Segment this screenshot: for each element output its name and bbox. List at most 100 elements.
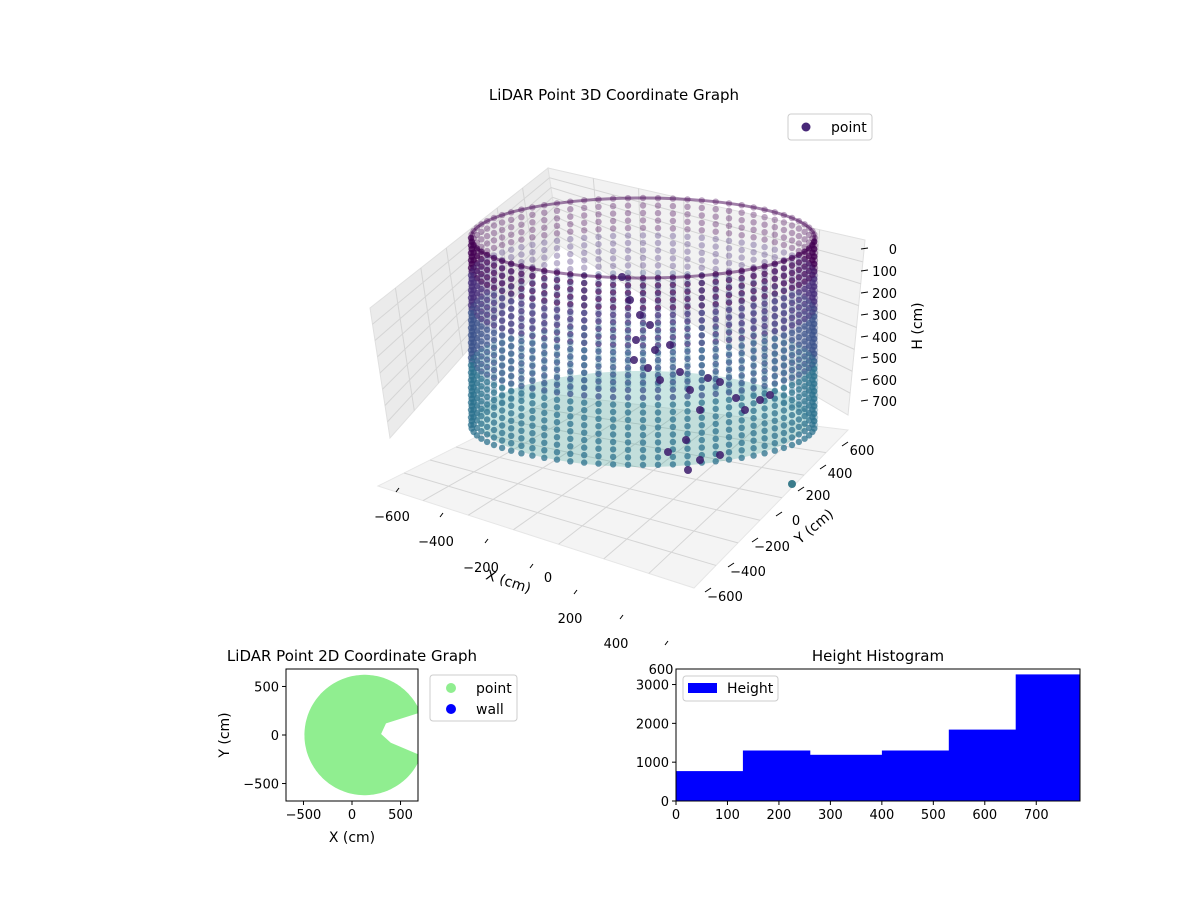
- point-3d: [609, 461, 617, 468]
- point-3d: [518, 270, 525, 277]
- point-3d: [553, 411, 561, 418]
- point-3d: [624, 304, 632, 311]
- point-3d: [529, 362, 536, 370]
- point-3d: [508, 350, 515, 357]
- point-3d: [468, 351, 475, 358]
- point-3d: [595, 325, 602, 333]
- point-3d: [761, 427, 768, 434]
- point-3d: [750, 361, 757, 368]
- point-3d: [567, 325, 574, 333]
- x-tick: [529, 563, 534, 569]
- point-3d: [738, 276, 745, 284]
- point-3d: [712, 443, 719, 450]
- point-3d: [483, 285, 491, 292]
- point-3d: [750, 317, 757, 325]
- point-3d: [780, 280, 788, 287]
- point-3d: [805, 254, 813, 261]
- point-3d: [478, 370, 485, 378]
- point-3d: [669, 360, 677, 367]
- point-3d: [725, 404, 733, 411]
- point-3d: [811, 306, 818, 313]
- point-3d: [490, 352, 498, 359]
- point-3d: [725, 314, 733, 321]
- point-3d: [498, 264, 506, 271]
- point-3d: [595, 340, 602, 348]
- point-3d: [483, 319, 491, 326]
- point-3d: [750, 407, 757, 414]
- point-3d: [809, 414, 816, 422]
- point-3d: [498, 398, 506, 406]
- point-3d: [780, 444, 788, 452]
- point-3d: [805, 402, 813, 409]
- point-3d: [639, 289, 647, 297]
- point-3d: [669, 311, 677, 318]
- point-3d: [684, 340, 691, 348]
- point-3d: [684, 280, 691, 288]
- point-3d: [795, 292, 803, 300]
- point-3d: [669, 225, 677, 232]
- point-3d: [541, 351, 548, 358]
- point-3d: [780, 309, 788, 316]
- point-3d: [761, 311, 768, 318]
- point-3d: [669, 210, 677, 217]
- point-3d: [595, 368, 602, 375]
- point-3d: [595, 233, 602, 240]
- point-3d: [795, 408, 803, 416]
- z-tick: [860, 399, 869, 402]
- point-3d: [541, 417, 548, 424]
- point-3d: [529, 400, 536, 407]
- point-3d: [490, 244, 498, 252]
- point-3d: [761, 229, 768, 236]
- point-3d: [473, 336, 481, 343]
- point-3d: [801, 355, 808, 363]
- point-3d: [712, 265, 719, 273]
- point-3d: [541, 305, 548, 312]
- point-3d: [801, 278, 808, 285]
- point-3d: [771, 224, 778, 231]
- point-3d: [609, 393, 617, 401]
- point-3d: [805, 290, 813, 297]
- point-3d: [761, 258, 768, 266]
- point-3d: [712, 333, 719, 340]
- point-3d: [478, 408, 485, 415]
- point-3d: [529, 301, 536, 308]
- point-3d: [805, 374, 813, 381]
- point-3d: [483, 307, 491, 315]
- point-3d: [468, 343, 475, 350]
- point-3d: [518, 450, 525, 457]
- point-3d: [595, 288, 602, 295]
- point-3d: [780, 346, 788, 353]
- point-3d: [518, 288, 525, 296]
- point-3d: [553, 441, 561, 448]
- point-3d: [467, 339, 475, 346]
- point-3d: [684, 256, 691, 263]
- point-3d: [498, 295, 506, 302]
- point-3d: [581, 317, 588, 324]
- point-3d: [771, 268, 778, 275]
- point-3d: [470, 317, 477, 324]
- point-3d: [738, 359, 745, 366]
- point-3d: [498, 391, 506, 398]
- point-3d: [738, 379, 745, 387]
- point-3d: [761, 326, 768, 333]
- point-3d: [698, 429, 705, 436]
- point-3d: [684, 295, 691, 303]
- point-3d: [698, 362, 705, 369]
- point-3d: [725, 411, 733, 418]
- point-3d: [624, 322, 632, 329]
- point-3d: [795, 266, 803, 274]
- point-3d: [654, 262, 662, 269]
- point-3d: [771, 283, 778, 290]
- point-3d: [639, 299, 647, 306]
- point-3d: [654, 299, 662, 307]
- point-3d: [750, 271, 757, 278]
- point-3d: [508, 306, 515, 313]
- point-3d: [467, 354, 475, 361]
- point-3d: [490, 386, 498, 394]
- point-3d: [553, 299, 561, 306]
- point-3d: [508, 358, 515, 366]
- point-3d: [725, 342, 733, 349]
- point-3d: [498, 226, 506, 234]
- point-3d: [567, 378, 574, 385]
- point-3d: [529, 317, 536, 325]
